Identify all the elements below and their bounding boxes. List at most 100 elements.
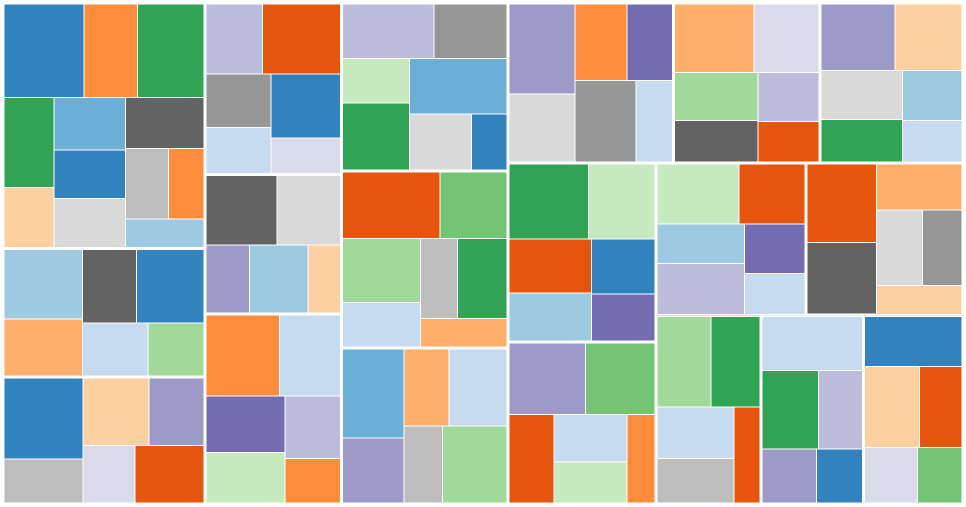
treemap-cell-7-3[interactable]	[342, 301, 421, 348]
treemap-cell-7-5[interactable]	[457, 237, 508, 320]
treemap-cell-4-0[interactable]	[205, 174, 278, 246]
treemap-cell-11-1[interactable]	[894, 3, 963, 72]
treemap-cell-8-1[interactable]	[342, 437, 405, 504]
treemap-cell-2-2[interactable]	[82, 377, 150, 447]
treemap-cell-2-3[interactable]	[148, 377, 205, 447]
treemap-cell-12-5[interactable]	[591, 293, 656, 342]
treemap-cell-14-0[interactable]	[656, 163, 740, 225]
treemap-cell-8-0[interactable]	[342, 348, 405, 439]
treemap-cell-15-3[interactable]	[875, 209, 923, 286]
treemap-cell-6-1[interactable]	[433, 3, 508, 59]
treemap-cell-13-2[interactable]	[508, 414, 555, 504]
treemap-cell-1-1[interactable]	[3, 318, 83, 377]
treemap-cell-3-5[interactable]	[270, 137, 342, 174]
treemap-cell-14-4[interactable]	[744, 223, 806, 274]
treemap-cell-7-6[interactable]	[419, 318, 508, 348]
treemap-cell-2-1[interactable]	[3, 458, 84, 504]
treemap-cell-9-3[interactable]	[626, 3, 674, 81]
treemap-cell-9-4[interactable]	[574, 79, 637, 163]
treemap-cell-0-3[interactable]	[3, 97, 55, 189]
treemap-cell-0-4[interactable]	[3, 187, 55, 248]
treemap-cell-18-2[interactable]	[918, 366, 963, 448]
treemap-cell-16-1[interactable]	[710, 315, 761, 408]
treemap-cell-16-3[interactable]	[656, 457, 735, 504]
treemap-cell-17-3[interactable]	[761, 448, 818, 504]
treemap-cell-13-4[interactable]	[553, 461, 628, 504]
treemap-cell-1-0[interactable]	[3, 248, 83, 320]
treemap-cell-15-2[interactable]	[875, 163, 963, 211]
treemap-cell-6-6[interactable]	[471, 113, 508, 171]
treemap-cell-10-2[interactable]	[674, 72, 759, 121]
treemap-cell-14-1[interactable]	[738, 163, 806, 225]
treemap-cell-10-1[interactable]	[753, 3, 820, 74]
treemap-cell-15-1[interactable]	[806, 242, 877, 315]
treemap-cell-0-7[interactable]	[53, 198, 127, 248]
treemap-cell-13-3[interactable]	[553, 414, 628, 463]
treemap-cell-3-0[interactable]	[205, 3, 264, 75]
treemap-cell-0-11[interactable]	[125, 218, 205, 248]
treemap-cell-3-4[interactable]	[270, 73, 342, 139]
treemap-cell-5-0[interactable]	[205, 314, 280, 397]
treemap-cell-5-4[interactable]	[284, 395, 342, 459]
treemap-cell-6-0[interactable]	[342, 3, 435, 59]
treemap-cell-10-4[interactable]	[757, 72, 820, 122]
treemap-cell-7-0[interactable]	[342, 171, 441, 239]
treemap-cell-9-2[interactable]	[574, 3, 628, 81]
treemap-cell-5-5[interactable]	[284, 457, 342, 504]
treemap-cell-12-3[interactable]	[508, 292, 593, 342]
treemap-cell-0-0[interactable]	[3, 3, 85, 99]
treemap-cell-15-4[interactable]	[921, 209, 963, 286]
treemap-cell-6-5[interactable]	[408, 113, 473, 171]
treemap-cell-5-3[interactable]	[205, 452, 286, 504]
treemap-cell-0-10[interactable]	[167, 148, 205, 220]
treemap-cell-16-4[interactable]	[733, 406, 761, 504]
treemap-cell-11-4[interactable]	[901, 70, 963, 121]
treemap-cell-3-1[interactable]	[262, 3, 342, 75]
treemap-cell-5-1[interactable]	[278, 314, 342, 397]
treemap-cell-9-0[interactable]	[508, 3, 576, 95]
treemap-cell-3-3[interactable]	[205, 126, 272, 174]
treemap-cell-9-5[interactable]	[635, 79, 674, 163]
treemap-cell-18-4[interactable]	[917, 446, 963, 504]
treemap-cell-6-3[interactable]	[342, 102, 410, 171]
treemap-cell-5-2[interactable]	[205, 395, 286, 454]
treemap-cell-1-5[interactable]	[147, 322, 205, 377]
treemap-cell-10-3[interactable]	[674, 119, 759, 163]
treemap-cell-13-5[interactable]	[626, 414, 656, 504]
treemap-cell-2-4[interactable]	[82, 445, 136, 504]
treemap-cell-8-5[interactable]	[442, 425, 508, 504]
treemap-cell-6-4[interactable]	[408, 57, 508, 115]
treemap-cell-14-2[interactable]	[656, 223, 746, 265]
treemap-cell-16-2[interactable]	[656, 406, 735, 459]
treemap-cell-6-2[interactable]	[342, 57, 410, 104]
treemap-cell-0-2[interactable]	[136, 3, 205, 99]
treemap-cell-16-0[interactable]	[656, 315, 712, 408]
treemap-cell-12-4[interactable]	[591, 238, 656, 295]
treemap-cell-15-0[interactable]	[806, 163, 877, 244]
treemap-cell-18-1[interactable]	[863, 366, 920, 448]
treemap-cell-14-5[interactable]	[744, 272, 806, 315]
treemap-cell-0-6[interactable]	[53, 149, 127, 200]
treemap-cell-11-5[interactable]	[901, 119, 963, 163]
treemap-cell-7-2[interactable]	[342, 237, 421, 303]
treemap-cell-4-3[interactable]	[249, 244, 309, 314]
treemap-cell-7-4[interactable]	[419, 237, 459, 320]
treemap-cell-1-4[interactable]	[81, 322, 149, 377]
treemap-cell-7-1[interactable]	[439, 171, 508, 239]
treemap-cell-17-1[interactable]	[761, 369, 819, 450]
treemap-cell-4-2[interactable]	[205, 244, 251, 314]
treemap-cell-10-0[interactable]	[674, 3, 755, 74]
treemap-cell-4-4[interactable]	[307, 244, 342, 314]
treemap-cell-2-0[interactable]	[3, 377, 84, 460]
treemap-cell-11-2[interactable]	[820, 70, 903, 120]
treemap-cell-0-1[interactable]	[83, 3, 138, 99]
treemap-cell-0-8[interactable]	[125, 97, 205, 150]
treemap-cell-17-2[interactable]	[817, 369, 863, 450]
treemap-cell-14-3[interactable]	[656, 263, 746, 315]
treemap-cell-1-2[interactable]	[81, 248, 137, 324]
treemap-cell-17-4[interactable]	[816, 448, 863, 504]
treemap-cell-11-0[interactable]	[820, 3, 896, 72]
treemap-cell-13-0[interactable]	[508, 342, 586, 416]
treemap-cell-12-2[interactable]	[508, 238, 593, 294]
treemap-cell-3-2[interactable]	[205, 73, 272, 128]
